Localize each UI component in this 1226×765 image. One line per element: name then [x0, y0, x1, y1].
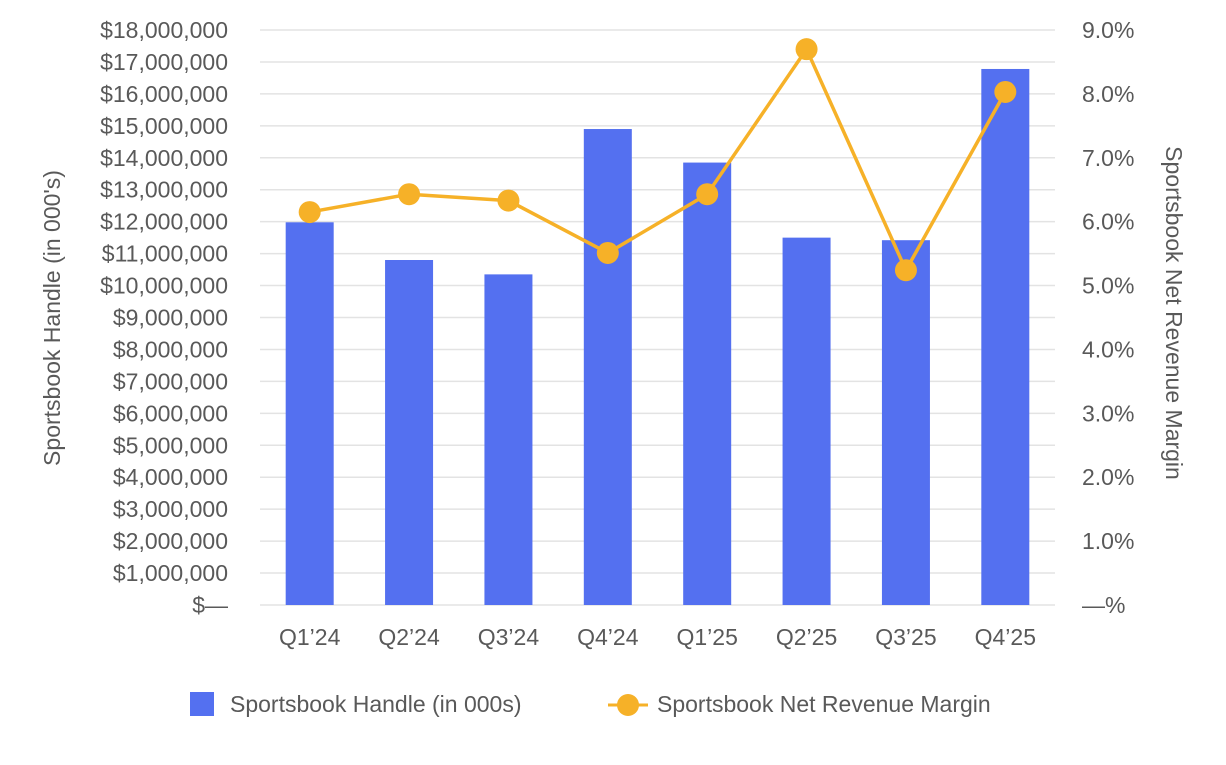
bar [782, 237, 831, 605]
right-axis-title: Sportsbook Net Revenue Margin [1161, 146, 1187, 480]
legend-bar-swatch [190, 692, 214, 716]
bar [683, 162, 732, 605]
left-tick-label: $14,000,000 [100, 145, 228, 171]
legend: Sportsbook Handle (in 000s) Sportsbook N… [190, 691, 991, 717]
x-tick-label: Q1’24 [279, 624, 341, 650]
right-tick-label: 9.0% [1082, 17, 1134, 43]
left-tick-label: $2,000,000 [113, 528, 228, 554]
left-tick-label: $15,000,000 [100, 113, 228, 139]
left-tick-label: $3,000,000 [113, 496, 228, 522]
left-tick-label: $7,000,000 [113, 368, 228, 394]
left-tick-label: $18,000,000 [100, 17, 228, 43]
bar [385, 260, 434, 605]
right-tick-label: 3.0% [1082, 400, 1134, 426]
left-tick-label: $6,000,000 [113, 400, 228, 426]
left-tick-label: $12,000,000 [100, 209, 228, 235]
bar [583, 129, 632, 605]
left-tick-label: $11,000,000 [102, 241, 228, 267]
bar [484, 274, 533, 605]
line-point [994, 80, 1017, 103]
line-point [298, 201, 321, 224]
line-point [596, 241, 619, 264]
grid-lines [260, 29, 1055, 606]
x-tick-label: Q3’25 [875, 624, 936, 650]
legend-line-marker [617, 694, 639, 716]
right-tick-label: 7.0% [1082, 145, 1134, 171]
left-axis-ticks: $— $1,000,000 $2,000,000 $3,000,000 $4,000,0… [100, 17, 228, 618]
right-tick-label: 5.0% [1082, 273, 1134, 299]
right-tick-label: 1.0% [1082, 528, 1134, 554]
x-axis-ticks: Q1’24 Q2’24 Q3’24 Q4’24 Q1’25 Q2’25 Q3’25 Q4’25 [279, 624, 1036, 650]
line-series [298, 38, 1017, 282]
x-tick-label: Q4’24 [577, 624, 639, 650]
bar [285, 222, 334, 606]
left-tick-label: $16,000,000 [100, 81, 228, 107]
x-tick-label: Q2’25 [776, 624, 837, 650]
line-point [795, 38, 818, 61]
right-tick-label: —% [1082, 592, 1125, 618]
right-tick-label: 8.0% [1082, 81, 1134, 107]
bar [981, 68, 1030, 605]
line-point [696, 183, 719, 206]
left-tick-label: $— [192, 592, 228, 618]
right-tick-label: 4.0% [1082, 336, 1134, 362]
right-axis-ticks: —% 1.0% 2.0% 3.0% 4.0% 5.0% 6.0% 7.0% 8.0% 9.0% [1082, 17, 1134, 618]
left-tick-label: $13,000,000 [100, 177, 228, 203]
line-path [309, 47, 1007, 272]
x-tick-label: Q1’25 [677, 624, 738, 650]
right-tick-label: 6.0% [1082, 209, 1134, 235]
legend-bar-label: Sportsbook Handle (in 000s) [230, 691, 522, 717]
x-tick-label: Q4’25 [975, 624, 1036, 650]
left-tick-label: $4,000,000 [113, 464, 228, 490]
line-point [398, 183, 421, 206]
left-tick-label: $1,000,000 [113, 560, 228, 586]
x-tick-label: Q2’24 [378, 624, 440, 650]
line-point [497, 189, 520, 212]
x-tick-label: Q3’24 [478, 624, 540, 650]
left-tick-label: $8,000,000 [113, 336, 228, 362]
legend-line-label: Sportsbook Net Revenue Margin [657, 691, 991, 717]
left-tick-label: $5,000,000 [113, 432, 228, 458]
left-tick-label: $10,000,000 [100, 273, 228, 299]
left-tick-label: $17,000,000 [100, 49, 228, 75]
left-tick-label: $9,000,000 [113, 305, 228, 331]
bar [881, 240, 930, 605]
bar-series [285, 68, 1030, 606]
right-tick-label: 2.0% [1082, 464, 1134, 490]
line-point [894, 259, 917, 282]
left-axis-title: Sportsbook Handle (in 000's) [39, 170, 65, 466]
